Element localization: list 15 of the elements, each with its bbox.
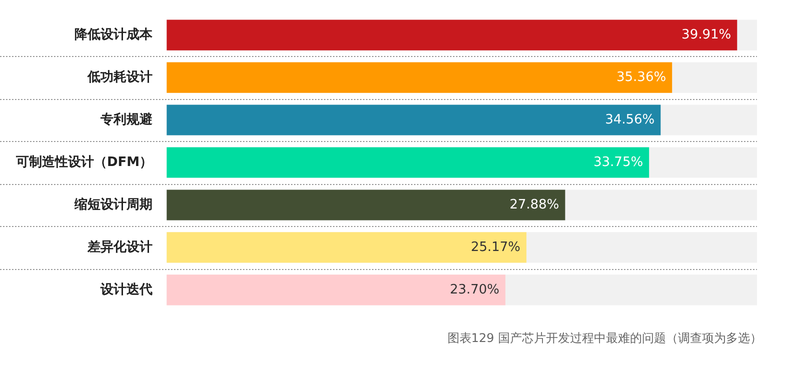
data-label: 34.56% — [605, 112, 655, 128]
y-tick-label: 可制造性设计（DFM） — [15, 154, 153, 170]
data-label: 35.36% — [616, 70, 666, 85]
data-label: 33.75% — [593, 154, 644, 170]
data-label: 23.70% — [450, 282, 500, 298]
y-tick-label: 设计迭代 — [100, 282, 153, 298]
data-label: 27.88% — [510, 197, 560, 212]
data-label: 25.17% — [470, 240, 520, 255]
y-tick-label: 降低设计成本 — [74, 27, 154, 42]
data-label: 39.91% — [682, 27, 732, 42]
y-tick-label: 专利规避 — [100, 111, 154, 128]
y-tick-label: 差异化设计 — [86, 240, 153, 255]
y-tick-label: 缩短设计周期 — [74, 196, 153, 212]
y-tick-label: 低功耗设计 — [86, 68, 153, 85]
text: 图表129 国产芯片开发过程中最难的问题（调查项为多选） — [447, 330, 762, 347]
